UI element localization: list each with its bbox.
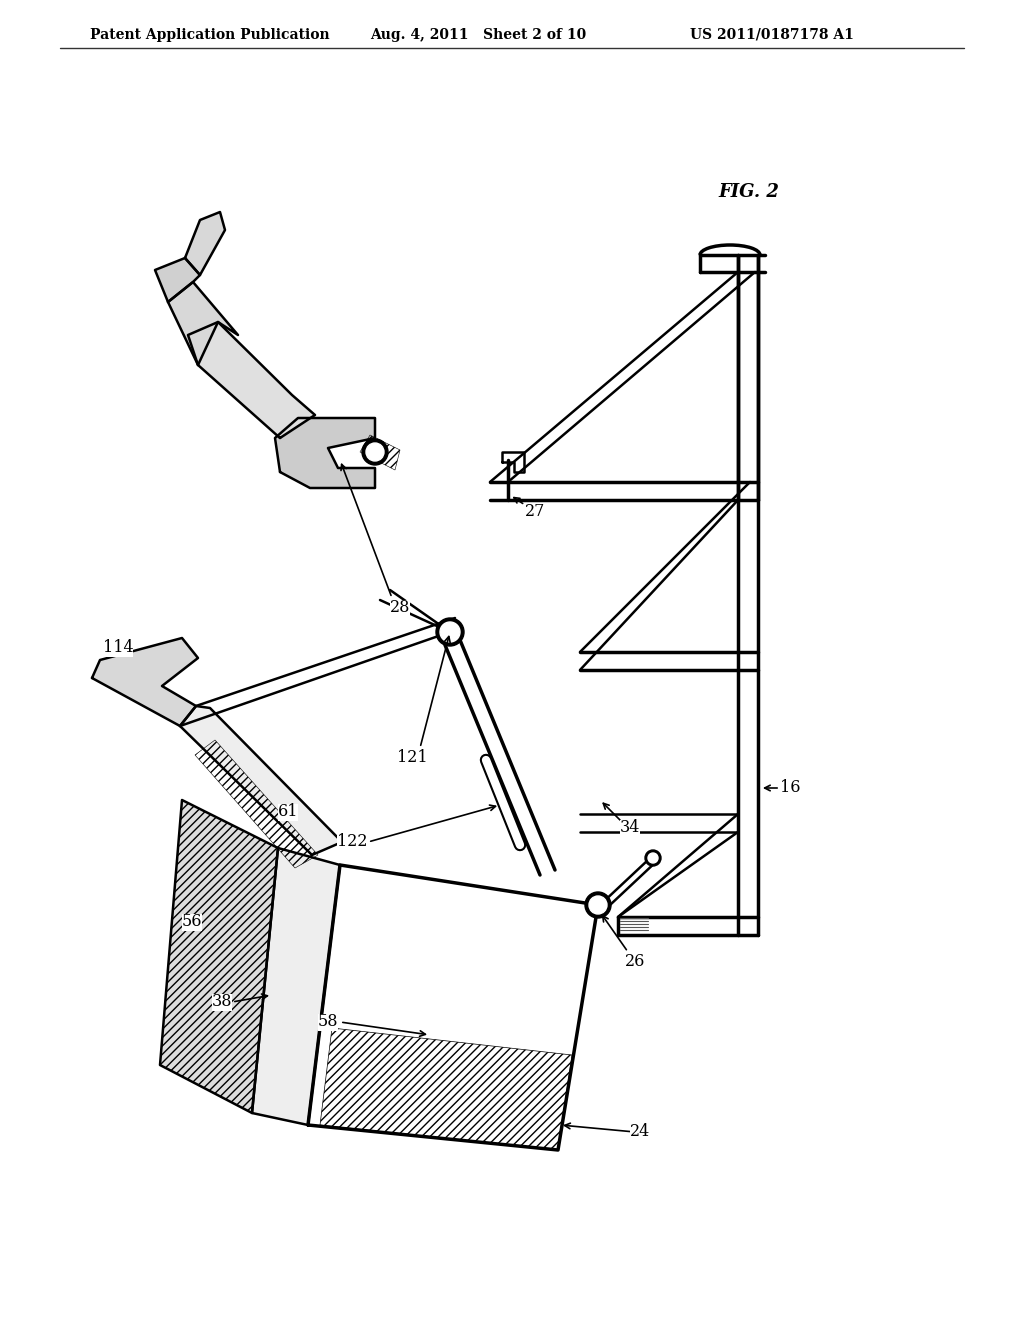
Polygon shape xyxy=(252,847,340,1125)
Text: 122: 122 xyxy=(337,833,368,850)
Polygon shape xyxy=(155,257,200,302)
Text: 26: 26 xyxy=(625,953,645,970)
Circle shape xyxy=(366,444,384,461)
Circle shape xyxy=(648,853,658,863)
Text: 58: 58 xyxy=(317,1014,338,1031)
Text: 34: 34 xyxy=(620,820,640,837)
Polygon shape xyxy=(275,418,375,488)
Polygon shape xyxy=(185,213,225,275)
Text: 28: 28 xyxy=(390,599,411,616)
Polygon shape xyxy=(188,322,315,438)
Text: Patent Application Publication: Patent Application Publication xyxy=(90,28,330,42)
Text: 114: 114 xyxy=(102,639,133,656)
Text: 27: 27 xyxy=(525,503,545,520)
Text: 24: 24 xyxy=(630,1123,650,1140)
Polygon shape xyxy=(180,706,342,855)
Text: 56: 56 xyxy=(181,913,203,931)
Text: 61: 61 xyxy=(278,804,298,821)
Circle shape xyxy=(362,440,388,465)
Polygon shape xyxy=(92,638,198,726)
Circle shape xyxy=(436,618,464,645)
Circle shape xyxy=(440,622,460,642)
Text: FIG. 2: FIG. 2 xyxy=(718,183,779,201)
Circle shape xyxy=(645,850,662,866)
Text: 121: 121 xyxy=(396,750,427,767)
Text: 38: 38 xyxy=(212,994,232,1011)
Circle shape xyxy=(589,896,607,913)
Text: US 2011/0187178 A1: US 2011/0187178 A1 xyxy=(690,28,854,42)
Polygon shape xyxy=(168,282,238,366)
Polygon shape xyxy=(308,865,598,1150)
Polygon shape xyxy=(160,800,278,1113)
Text: Aug. 4, 2011   Sheet 2 of 10: Aug. 4, 2011 Sheet 2 of 10 xyxy=(370,28,587,42)
Circle shape xyxy=(585,892,611,917)
Text: 16: 16 xyxy=(779,780,800,796)
